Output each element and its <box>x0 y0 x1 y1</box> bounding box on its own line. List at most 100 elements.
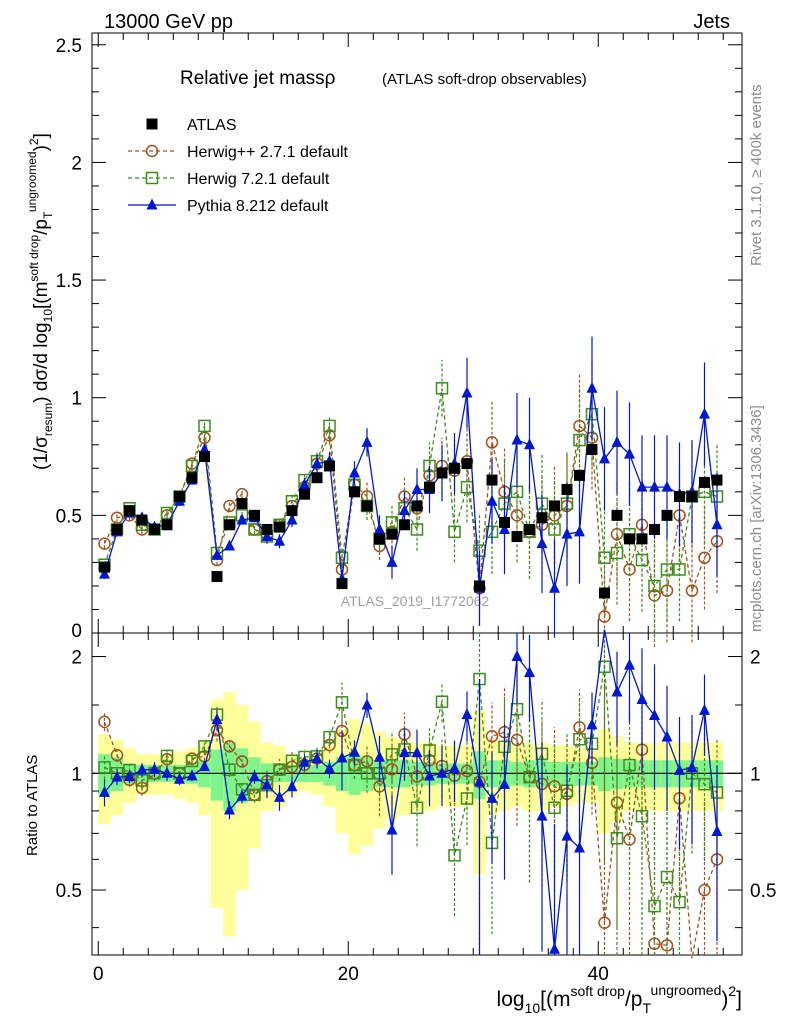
ratio-tick-label-right: 2 <box>750 648 761 669</box>
x-axis-label: log10[(msoft drop/pTungroomed)2] <box>497 982 742 1016</box>
data-point <box>461 386 473 398</box>
ratio-point <box>224 803 235 815</box>
ratio-point <box>160 749 174 763</box>
data-point <box>211 548 223 560</box>
ratio-point <box>174 772 185 784</box>
data-point <box>574 525 585 537</box>
ratio-point <box>161 766 173 778</box>
header-right: Jets <box>693 11 730 33</box>
ratio-series-layer <box>98 629 724 959</box>
ratio-point <box>511 650 523 662</box>
data-point <box>374 533 385 545</box>
data-point <box>674 491 685 503</box>
data-point <box>611 435 623 447</box>
series-line <box>103 424 718 617</box>
data-point <box>661 509 673 521</box>
data-point <box>636 533 648 545</box>
ratio-point <box>449 762 460 774</box>
ratio-point <box>474 775 485 787</box>
data-point <box>649 523 660 535</box>
header-left: 13000 GeV pp <box>104 11 233 33</box>
ratio-point <box>673 895 686 909</box>
data-point <box>536 537 548 549</box>
data-point <box>586 443 598 455</box>
data-point <box>673 563 686 576</box>
data-point <box>524 523 535 535</box>
data-point <box>598 551 611 564</box>
data-point <box>236 513 248 525</box>
data-point <box>573 433 586 447</box>
data-point <box>686 491 698 503</box>
legend-label: ATLAS <box>187 117 237 134</box>
data-point <box>186 472 198 484</box>
legend-label: Herwig 7.2.1 default <box>187 171 330 188</box>
data-point <box>399 519 410 531</box>
ratio-point <box>186 769 198 781</box>
y-tick-label: 2 <box>71 153 82 174</box>
ratio-point <box>573 733 586 746</box>
ratio-point <box>686 761 698 773</box>
data-point <box>685 584 699 597</box>
stat-uncertainty-band <box>235 748 249 803</box>
data-point <box>399 504 410 516</box>
data-point <box>598 610 611 623</box>
ratio-point <box>524 666 535 678</box>
data-point <box>461 458 473 470</box>
data-point <box>236 498 248 510</box>
ratio-point <box>411 746 423 758</box>
y-axis-label: (1/σresum) dσ/d log10[(msoft drop/pTungr… <box>25 133 55 470</box>
data-point <box>411 482 423 494</box>
data-point <box>660 563 674 576</box>
data-point <box>385 516 399 529</box>
data-point <box>499 516 510 528</box>
ratio-point <box>149 763 160 775</box>
data-point <box>411 500 423 512</box>
ratio-point <box>386 823 398 835</box>
data-point <box>374 522 385 534</box>
ratio-point <box>410 801 424 815</box>
ratio-point <box>360 767 374 780</box>
legend-marker <box>145 171 159 185</box>
data-point <box>636 480 648 492</box>
ratio-point <box>635 809 649 823</box>
ratio-point <box>485 729 499 743</box>
ratio-point <box>98 761 111 774</box>
ratio-point <box>236 789 248 801</box>
ratio-point <box>623 758 636 772</box>
series-layer <box>98 336 724 669</box>
ratio-point <box>248 788 261 802</box>
data-point <box>699 476 710 488</box>
data-point <box>249 509 260 521</box>
data-point <box>436 467 448 479</box>
data-point <box>110 511 124 524</box>
ratio-point <box>598 916 611 929</box>
data-point <box>361 435 373 447</box>
data-point <box>111 523 123 535</box>
ratio-point <box>335 696 349 709</box>
ratio-point <box>111 770 123 782</box>
data-point <box>199 451 210 463</box>
data-point <box>549 581 560 593</box>
data-point <box>174 491 185 503</box>
ratio-point <box>299 755 310 767</box>
ratio-point <box>98 715 111 729</box>
ratio-point <box>385 748 399 761</box>
ratio-point <box>610 831 624 845</box>
data-point <box>274 534 285 546</box>
legend: ATLAS Herwig++ 2.7.1 default Herwig 7.2.1 … <box>128 117 349 215</box>
data-point <box>511 433 523 445</box>
ratio-point <box>660 870 674 884</box>
data-point <box>323 419 336 433</box>
ratio-plot-frame <box>91 632 743 956</box>
stat-uncertainty-band <box>210 749 224 801</box>
data-point <box>574 469 585 481</box>
data-point <box>410 523 424 536</box>
data-point <box>336 578 348 590</box>
ratio-point <box>636 692 648 704</box>
legend-label: Pythia 8.212 default <box>187 198 329 215</box>
data-point <box>485 436 499 449</box>
ratio-point <box>460 792 474 805</box>
ratio-point <box>486 791 498 803</box>
series-line <box>103 388 718 589</box>
